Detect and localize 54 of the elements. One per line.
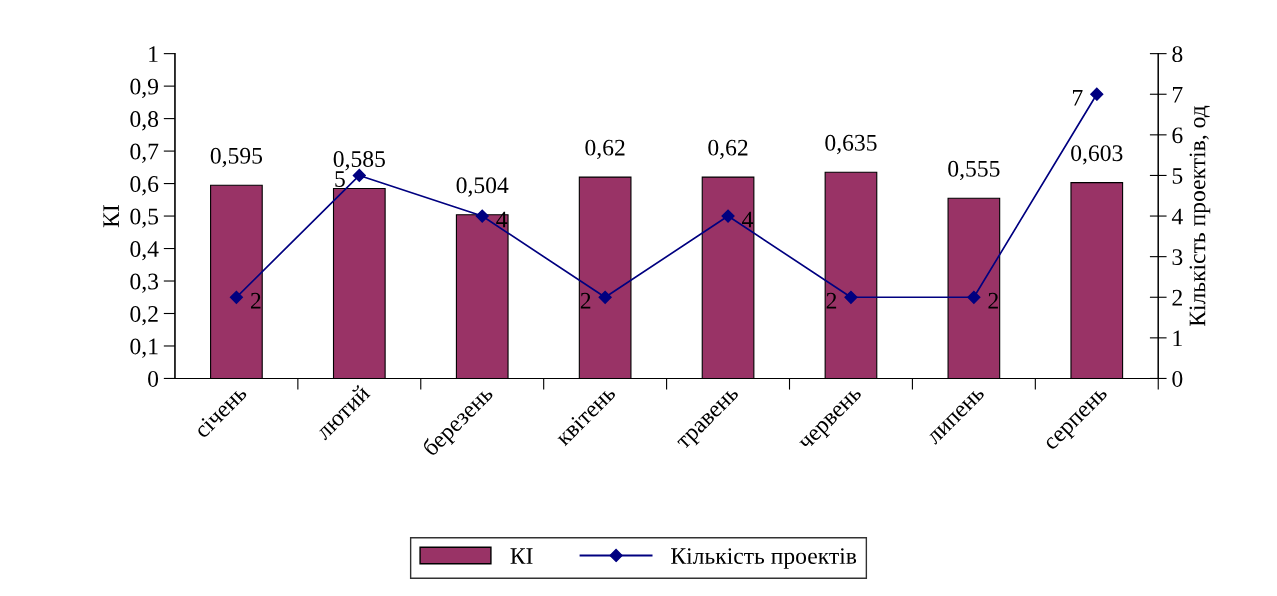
data-label: 0,62 <box>708 139 748 160</box>
bar <box>332 187 386 379</box>
data-label: 4 <box>496 211 508 228</box>
y-tick-label: 0,8 <box>130 111 159 131</box>
data-label: 0,635 <box>825 134 877 155</box>
bar <box>578 176 632 379</box>
y-tick-label: 1 <box>149 46 158 62</box>
y-tick-label: 0,7 <box>130 143 159 163</box>
y2-axis-title: Кількість проектів, од <box>1189 105 1211 327</box>
data-label: 0,62 <box>585 139 625 160</box>
y2-tick-label: 1 <box>1173 330 1182 347</box>
y-tick-label: 0 <box>148 370 159 387</box>
data-label: 4 <box>742 211 754 228</box>
y2-tick-label: 5 <box>1172 168 1183 184</box>
data-label: 2 <box>580 292 591 309</box>
point <box>721 209 735 223</box>
point <box>229 290 243 304</box>
y-tick-label: 0,4 <box>130 241 159 261</box>
point <box>598 290 612 304</box>
y2-tick-label: 7 <box>1172 86 1183 103</box>
legend-label: Кількість проектів <box>671 548 857 569</box>
data-label: 0,555 <box>948 160 1000 181</box>
data-label: 0,585 <box>333 151 385 171</box>
data-label: 0,603 <box>1071 145 1123 165</box>
y-tick-label: 0,9 <box>130 78 159 98</box>
bar <box>210 184 263 379</box>
y-tick-label: 0,3 <box>130 273 159 293</box>
y-tick-label: 0,1 <box>130 338 158 358</box>
y2-tick-label: 6 <box>1172 127 1183 144</box>
data-label: 0,595 <box>210 147 263 168</box>
y-tick-label: 0,6 <box>130 176 159 196</box>
data-label: 2 <box>250 292 261 309</box>
data-label: 2 <box>988 292 998 309</box>
y2-tick-label: 8 <box>1172 46 1183 63</box>
y2-tick-label: 0 <box>1172 370 1183 387</box>
point <box>475 209 489 223</box>
y2-tick-label: 4 <box>1171 208 1183 225</box>
data-label: 2 <box>826 292 837 309</box>
y-tick-label: 0,5 <box>130 208 159 228</box>
data-label: 5 <box>335 171 345 187</box>
bar <box>947 197 1001 379</box>
y-axis-title: КІ <box>103 205 119 228</box>
point <box>967 290 981 304</box>
data-label: 7 <box>1072 90 1083 106</box>
data-label: 0,504 <box>456 177 509 197</box>
y2-tick-label: 2 <box>1172 289 1182 306</box>
bar <box>701 176 755 379</box>
legend-label: КІ <box>510 548 533 564</box>
bar <box>824 171 878 379</box>
point <box>844 290 858 304</box>
y2-tick-label: 3 <box>1172 249 1183 266</box>
y-tick-label: 0,2 <box>130 305 158 326</box>
bar <box>1070 182 1124 379</box>
point <box>1090 87 1104 101</box>
